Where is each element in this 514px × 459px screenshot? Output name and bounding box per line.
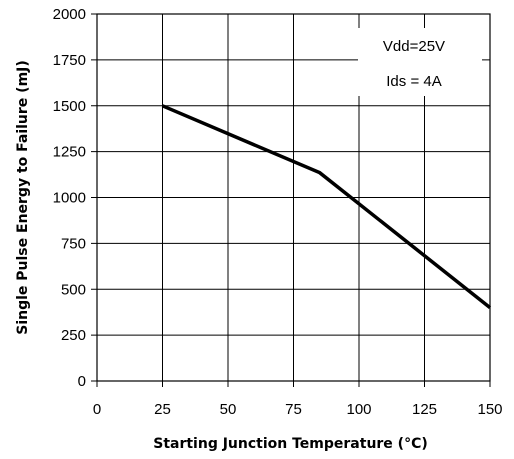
series-line-0 [161, 104, 492, 309]
y-tick-label-0: 0 [78, 373, 86, 390]
annotation-ids: Ids = 4A [386, 73, 441, 90]
x-tick-label-75: 75 [285, 401, 302, 418]
x-ticks: 0 25 50 75 100 125 150 [93, 381, 503, 418]
x-tick-label-125: 125 [412, 401, 437, 418]
x-axis-label: Starting Junction Temperature (°C) [153, 436, 428, 452]
annotation-box [358, 28, 482, 96]
series [161, 104, 492, 309]
x-tick-label-25: 25 [154, 401, 171, 418]
y-tick-label-1000: 1000 [53, 190, 86, 207]
plot-frame [96, 13, 491, 382]
x-tick-label-150: 150 [477, 401, 502, 418]
y-tick-label-1250: 1250 [53, 144, 86, 161]
y-tick-label-1750: 1750 [53, 52, 86, 69]
x-tick-label-50: 50 [220, 401, 237, 418]
x-tick-label-0: 0 [93, 401, 101, 418]
y-tick-label-2000: 2000 [53, 6, 86, 23]
y-tick-label-1500: 1500 [53, 98, 86, 115]
y-axis-label: Single Pulse Energy to Failure (mJ) [15, 60, 31, 335]
y-ticks: 0 250 500 750 1000 1250 1500 1750 2000 [53, 6, 97, 390]
y-tick-label-750: 750 [61, 235, 86, 252]
x-tick-label-100: 100 [346, 401, 371, 418]
annotation-vdd: Vdd=25V [383, 38, 445, 55]
y-tick-label-500: 500 [61, 281, 86, 298]
y-tick-label-250: 250 [61, 327, 86, 344]
